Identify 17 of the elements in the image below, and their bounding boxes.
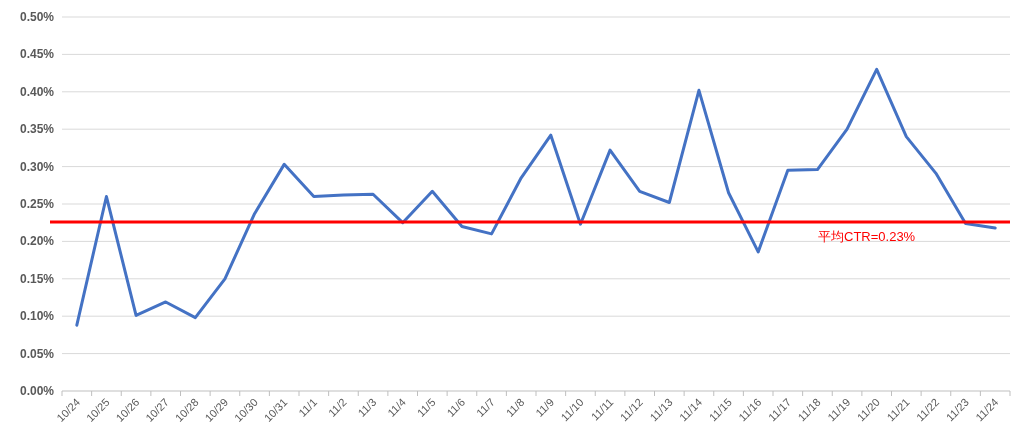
y-tick-label: 0.30% xyxy=(19,159,55,174)
x-tick-label: 11/9 xyxy=(533,395,557,419)
y-tick-label: 0.05% xyxy=(19,346,55,361)
y-tick-label: 0.10% xyxy=(19,309,55,324)
x-tick-label: 11/6 xyxy=(444,395,468,419)
y-tick-label: 0.00% xyxy=(19,384,55,398)
x-tick-label: 11/1 xyxy=(296,395,320,419)
y-tick-label: 0.40% xyxy=(19,84,55,99)
y-tick-label: 0.25% xyxy=(19,197,55,211)
y-tick-label: 0.35% xyxy=(19,122,55,137)
y-tick-label: 0.20% xyxy=(19,234,55,249)
y-tick-label: 0.15% xyxy=(19,271,55,286)
y-tick-label: 0.50% xyxy=(19,10,55,24)
y-tick-label: 0.45% xyxy=(19,47,55,62)
ref-line-label: 平均CTR=0.23% xyxy=(818,228,916,244)
x-tick-label: 11/3 xyxy=(355,395,379,419)
line-series xyxy=(75,67,997,327)
